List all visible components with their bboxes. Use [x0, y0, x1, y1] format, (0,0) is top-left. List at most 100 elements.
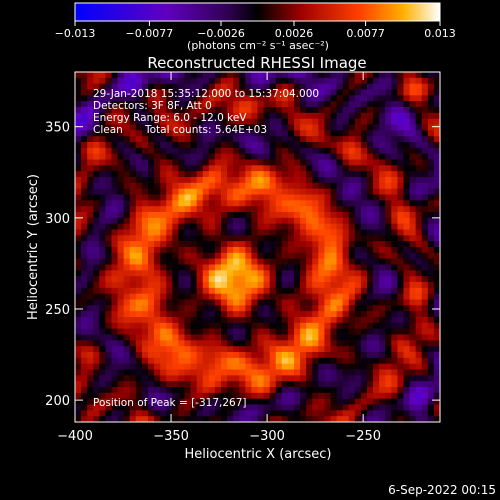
heatmap-cell	[367, 89, 374, 96]
heatmap-cell	[318, 363, 325, 370]
heatmap-cell	[251, 188, 258, 195]
heatmap-cell	[117, 416, 125, 423]
heatmap-cell	[190, 217, 198, 225]
heatmap-cell	[202, 264, 210, 271]
heatmap-cell	[342, 375, 350, 382]
heatmap-cell	[281, 177, 289, 184]
heatmap-cell	[117, 293, 125, 300]
heatmap-cell	[208, 293, 216, 300]
heatmap-cell	[269, 305, 277, 312]
heatmap-cell	[306, 264, 313, 271]
heatmap-cell	[227, 398, 234, 405]
heatmap-cell	[141, 206, 149, 213]
heatmap-cell	[233, 142, 240, 149]
heatmap-cell	[342, 416, 350, 423]
heatmap-cell	[111, 247, 118, 254]
heatmap-cell	[421, 381, 429, 388]
heatmap-cell	[275, 142, 283, 149]
heatmap-cell	[196, 77, 204, 85]
heatmap-cell	[75, 229, 82, 236]
heatmap-cell	[433, 375, 441, 382]
heatmap-cell	[367, 142, 374, 149]
heatmap-cell	[427, 229, 435, 236]
heatmap-cell	[105, 136, 112, 143]
heatmap-cell	[342, 293, 350, 300]
heatmap-cell	[178, 171, 185, 178]
heatmap-cell	[391, 223, 398, 230]
heatmap-cell	[306, 369, 313, 376]
heatmap-cell	[81, 328, 88, 335]
heatmap-cell	[190, 276, 198, 283]
heatmap-cell	[178, 147, 185, 155]
heatmap-cell	[208, 118, 216, 125]
heatmap-cell	[409, 206, 417, 213]
heatmap-cell	[263, 235, 271, 242]
heatmap-cell	[75, 223, 82, 230]
heatmap-cell	[129, 188, 137, 195]
heatmap-cell	[263, 410, 271, 417]
heatmap-cell	[360, 229, 368, 236]
heatmap-cell	[148, 77, 155, 85]
heatmap-cell	[354, 212, 362, 219]
heatmap-cell	[227, 404, 234, 411]
heatmap-cell	[221, 235, 228, 242]
heatmap-cell	[318, 212, 325, 219]
heatmap-cell	[318, 89, 325, 96]
heatmap-cell	[409, 264, 417, 271]
heatmap-cell	[227, 299, 234, 306]
heatmap-cell	[367, 311, 374, 318]
heatmap-cell	[324, 159, 331, 166]
heatmap-cell	[415, 293, 423, 300]
heatmap-cell	[385, 130, 392, 137]
heatmap-cell	[135, 77, 143, 85]
heatmap-cell	[287, 311, 295, 318]
heatmap-cell	[178, 194, 185, 201]
heatmap-cell	[403, 270, 410, 277]
heatmap-cell	[196, 165, 204, 172]
heatmap-cell	[281, 206, 289, 213]
heatmap-cell	[367, 171, 374, 178]
heatmap-cell	[385, 258, 392, 265]
heatmap-cell	[251, 124, 258, 131]
heatmap-cell	[257, 363, 264, 370]
heatmap-cell	[178, 223, 185, 230]
heatmap-cell	[208, 136, 216, 143]
heatmap-cell	[257, 177, 264, 184]
heatmap-cell	[367, 416, 374, 423]
heatmap-cell	[129, 357, 137, 365]
heatmap-cell	[141, 270, 149, 277]
heatmap-cell	[433, 287, 441, 295]
heatmap-cell	[354, 177, 362, 184]
heatmap-cell	[166, 107, 173, 114]
heatmap-cell	[172, 171, 179, 178]
heatmap-cell	[99, 101, 106, 108]
heatmap-cell	[421, 276, 429, 283]
heatmap-cell	[117, 130, 125, 137]
heatmap-cell	[257, 130, 264, 137]
heatmap-cell	[129, 101, 137, 108]
heatmap-cell	[373, 112, 380, 120]
heatmap-cell	[263, 334, 271, 341]
heatmap-cell	[336, 200, 344, 207]
heatmap-cell	[178, 77, 185, 85]
heatmap-cell	[160, 159, 167, 166]
heatmap-cell	[202, 311, 210, 318]
heatmap-cell	[312, 72, 319, 79]
heatmap-cell	[336, 77, 344, 85]
heatmap-cell	[196, 258, 204, 265]
heatmap-cell	[336, 194, 344, 201]
heatmap-cell	[251, 206, 258, 213]
heatmap-cell	[135, 328, 143, 335]
heatmap-cell	[202, 194, 210, 201]
heatmap-cell	[93, 229, 100, 236]
heatmap-cell	[312, 77, 319, 85]
heatmap-cell	[324, 83, 331, 90]
heatmap-cell	[312, 357, 319, 365]
heatmap-cell	[421, 369, 429, 376]
heatmap-cell	[105, 235, 112, 242]
heatmap-cell	[281, 223, 289, 230]
heatmap-cell	[117, 322, 125, 330]
heatmap-cell	[75, 147, 82, 155]
heatmap-cell	[257, 235, 264, 242]
heatmap-cell	[294, 217, 301, 225]
